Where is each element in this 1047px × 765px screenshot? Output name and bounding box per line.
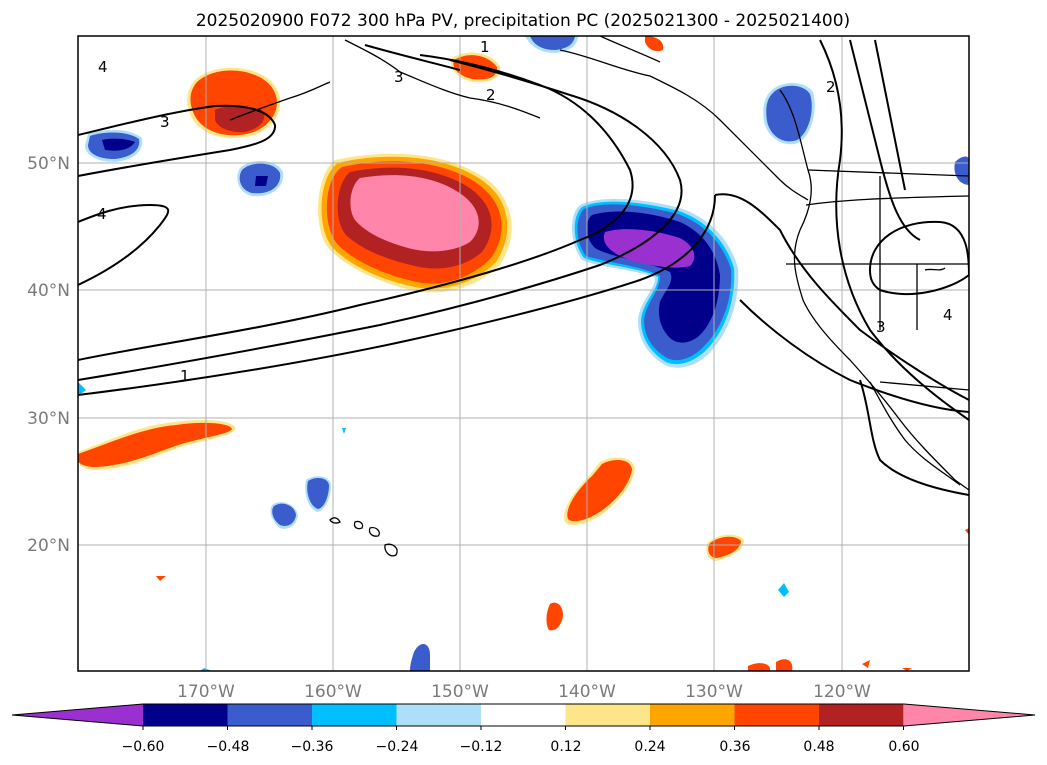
contour-label: 3: [876, 318, 886, 336]
colorbar-ticks: −0.60 −0.48 −0.36 −0.24 −0.12 0.12 0.24 …: [122, 739, 920, 755]
lon-label: 160°W: [304, 682, 362, 702]
colorbar-segment: [481, 704, 566, 726]
pos-anomaly-subtropic-east: [546, 457, 969, 671]
colorbar-segment: [227, 704, 313, 726]
pos-anomaly-gulf-of-alaska: [318, 153, 512, 293]
contour-label: 4: [98, 58, 108, 76]
colorbar-segment: [734, 704, 820, 726]
lon-label: 150°W: [431, 682, 489, 702]
coastlines: [229, 36, 969, 491]
contour-label: 1: [480, 38, 490, 56]
neg-anomaly-west: [78, 36, 578, 396]
contour-label: 3: [160, 113, 170, 131]
map-frame: [77, 35, 970, 672]
colorbar-tick-label: 0.36: [719, 739, 750, 755]
neg-anomaly-coast: [763, 83, 969, 185]
figure-title: 2025020900 F072 300 hPa PV, precipitatio…: [196, 11, 850, 31]
lat-label: 20°N: [27, 536, 70, 556]
contour-label: 2: [486, 86, 496, 104]
colorbar-tick-label: −0.12: [460, 739, 503, 755]
pv-contours: [78, 39, 969, 496]
neg-anomaly-northeast-pacific: [571, 198, 739, 368]
colorbar-tick-label: −0.60: [122, 739, 165, 755]
lon-label: 130°W: [685, 682, 743, 702]
colorbar-tick-label: 0.24: [634, 739, 665, 755]
colorbar-tick-label: 0.12: [550, 739, 581, 755]
lon-label: 120°W: [813, 682, 871, 702]
pos-anomaly-bering-sea: [187, 67, 281, 139]
colorbar-segment: [650, 704, 735, 726]
contour-label: 4: [943, 306, 953, 324]
colorbar-tick-label: −0.24: [376, 739, 419, 755]
contour-labels: 4 3 4 1 2 1 2 3 4 3: [97, 38, 953, 385]
contour-label: 4: [97, 205, 107, 223]
colorbar-segment: [396, 704, 482, 726]
colorbar-segment: [904, 704, 1035, 726]
lat-label: 40°N: [27, 281, 70, 301]
lon-label: 140°W: [558, 682, 616, 702]
contour-label: 1: [180, 367, 190, 385]
lon-label: 170°W: [177, 682, 235, 702]
colorbar-segment: [565, 704, 651, 726]
colorbar-segment: [312, 704, 397, 726]
contour-label: 3: [394, 68, 404, 86]
colorbar: [11, 703, 1036, 730]
longitude-labels: 170°W 160°W 150°W 140°W 130°W 120°W: [177, 682, 871, 702]
hawaiian-islands: [329, 517, 398, 557]
colorbar-segment: [819, 704, 904, 726]
lat-label: 30°N: [27, 409, 70, 429]
colorbar-tick-label: −0.48: [207, 739, 250, 755]
colorbar-segment: [143, 704, 228, 726]
contour-label: 2: [826, 78, 836, 96]
colorbar-tick-label: 0.48: [803, 739, 834, 755]
colorbar-segment: [12, 704, 143, 726]
neg-anomaly-hawaii: [200, 428, 789, 671]
pos-anomaly-subtropic-west: [78, 420, 236, 581]
latitude-labels: 50°N 40°N 30°N 20°N: [27, 154, 70, 556]
colorbar-tick-label: 0.60: [888, 739, 919, 755]
colorbar-tick-label: −0.36: [291, 739, 334, 755]
lat-label: 50°N: [27, 154, 70, 174]
map-panel: [78, 36, 969, 671]
